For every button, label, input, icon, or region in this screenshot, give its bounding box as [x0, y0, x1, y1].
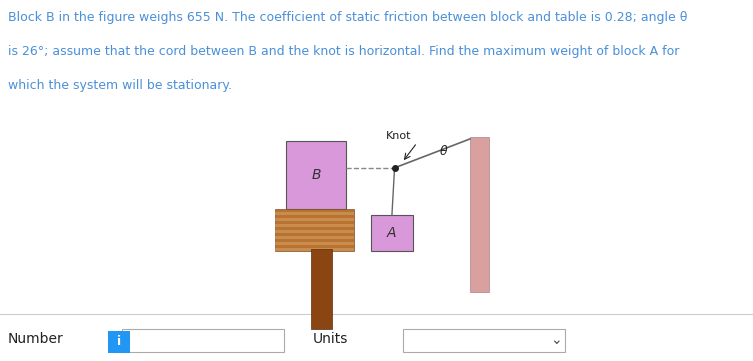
Bar: [275, 236, 354, 239]
Text: Knot: Knot: [386, 131, 411, 141]
Text: Block B in the figure weighs 655 N. The coefficient of static friction between b: Block B in the figure weighs 655 N. The …: [8, 11, 687, 24]
Bar: [275, 230, 354, 233]
FancyBboxPatch shape: [122, 329, 284, 352]
Text: i: i: [117, 335, 121, 348]
Bar: [275, 218, 354, 221]
FancyBboxPatch shape: [108, 331, 130, 353]
Bar: [371, 215, 413, 251]
Bar: [275, 209, 354, 251]
FancyBboxPatch shape: [403, 329, 565, 352]
Bar: [470, 137, 489, 292]
Text: ⌄: ⌄: [550, 333, 562, 347]
Bar: [275, 224, 354, 227]
Bar: [275, 212, 354, 215]
Text: A: A: [387, 226, 397, 240]
Bar: [275, 242, 354, 245]
Text: B: B: [312, 168, 321, 182]
Text: Units: Units: [312, 332, 348, 346]
Bar: [286, 141, 346, 209]
Text: which the system will be stationary.: which the system will be stationary.: [8, 79, 231, 92]
Text: is 26°; assume that the cord between B and the knot is horizontal. Find the maxi: is 26°; assume that the cord between B a…: [8, 45, 679, 58]
Bar: [275, 248, 354, 251]
Bar: [311, 249, 332, 329]
Text: Number: Number: [8, 332, 63, 346]
Text: θ: θ: [440, 145, 447, 158]
